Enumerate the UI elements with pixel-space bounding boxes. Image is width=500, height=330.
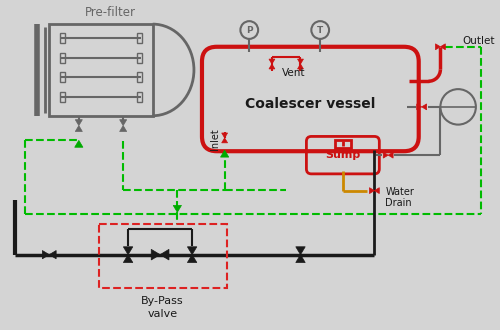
- Text: Vent: Vent: [282, 68, 306, 79]
- Circle shape: [240, 21, 258, 39]
- Polygon shape: [388, 152, 393, 158]
- Bar: [98, 224, 226, 288]
- Text: Water
Drain: Water Drain: [385, 187, 414, 208]
- Text: Pre-filter: Pre-filter: [86, 6, 136, 19]
- Polygon shape: [269, 64, 275, 69]
- Polygon shape: [42, 250, 50, 259]
- Circle shape: [312, 21, 329, 39]
- Polygon shape: [124, 247, 133, 255]
- Bar: [60, 53, 65, 63]
- Polygon shape: [374, 188, 380, 194]
- Bar: [137, 33, 142, 43]
- Text: Sump: Sump: [325, 150, 360, 160]
- Polygon shape: [440, 44, 446, 50]
- Text: By-Pass
valve: By-Pass valve: [142, 296, 184, 319]
- Polygon shape: [74, 140, 83, 147]
- Polygon shape: [173, 205, 182, 212]
- Text: Coalescer vessel: Coalescer vessel: [245, 97, 376, 111]
- Bar: [60, 72, 65, 82]
- Polygon shape: [422, 104, 426, 110]
- Polygon shape: [298, 64, 304, 69]
- Polygon shape: [384, 152, 388, 158]
- Text: Inlet: Inlet: [210, 128, 220, 150]
- Polygon shape: [124, 255, 133, 263]
- Polygon shape: [296, 255, 305, 263]
- Polygon shape: [296, 247, 305, 255]
- Polygon shape: [222, 138, 228, 143]
- Polygon shape: [269, 59, 275, 64]
- Text: Outlet: Outlet: [462, 36, 494, 46]
- Polygon shape: [120, 120, 126, 126]
- Polygon shape: [151, 249, 160, 260]
- Bar: [50, 24, 152, 116]
- Polygon shape: [220, 150, 229, 157]
- Circle shape: [440, 89, 476, 125]
- Polygon shape: [76, 126, 82, 131]
- Polygon shape: [160, 249, 169, 260]
- Bar: [335, 140, 350, 148]
- Text: P: P: [246, 25, 252, 35]
- Bar: [137, 72, 142, 82]
- Polygon shape: [298, 59, 304, 64]
- Bar: [60, 92, 65, 102]
- Polygon shape: [50, 250, 56, 259]
- Polygon shape: [417, 104, 422, 110]
- Polygon shape: [188, 255, 197, 263]
- Polygon shape: [76, 120, 82, 126]
- Bar: [137, 53, 142, 63]
- Bar: [60, 33, 65, 43]
- Polygon shape: [436, 44, 440, 50]
- Polygon shape: [188, 247, 197, 255]
- Polygon shape: [370, 188, 374, 194]
- Polygon shape: [120, 126, 126, 131]
- Polygon shape: [222, 133, 228, 138]
- Bar: [137, 92, 142, 102]
- Text: T: T: [317, 25, 324, 35]
